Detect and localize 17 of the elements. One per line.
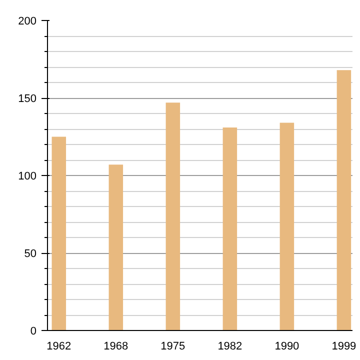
y-tick-label: 100: [18, 170, 37, 182]
x-tick-label: 1968: [104, 340, 128, 352]
bar: [166, 102, 180, 330]
x-tick-label: 1975: [160, 340, 186, 352]
y-tick-label: 200: [18, 16, 37, 28]
bar: [52, 136, 66, 330]
x-tick-label: 1962: [46, 340, 72, 352]
y-tick-label: 0: [30, 326, 37, 338]
y-tick-label: 50: [24, 248, 37, 260]
bar: [336, 70, 352, 330]
bar: [222, 127, 238, 330]
bar: [280, 122, 294, 330]
x-tick-label: 1982: [218, 340, 242, 352]
x-tick-label: 1990: [274, 340, 300, 352]
y-tick-label: 150: [18, 93, 37, 105]
bar: [108, 164, 124, 330]
x-tick-label: 1999: [332, 340, 356, 352]
